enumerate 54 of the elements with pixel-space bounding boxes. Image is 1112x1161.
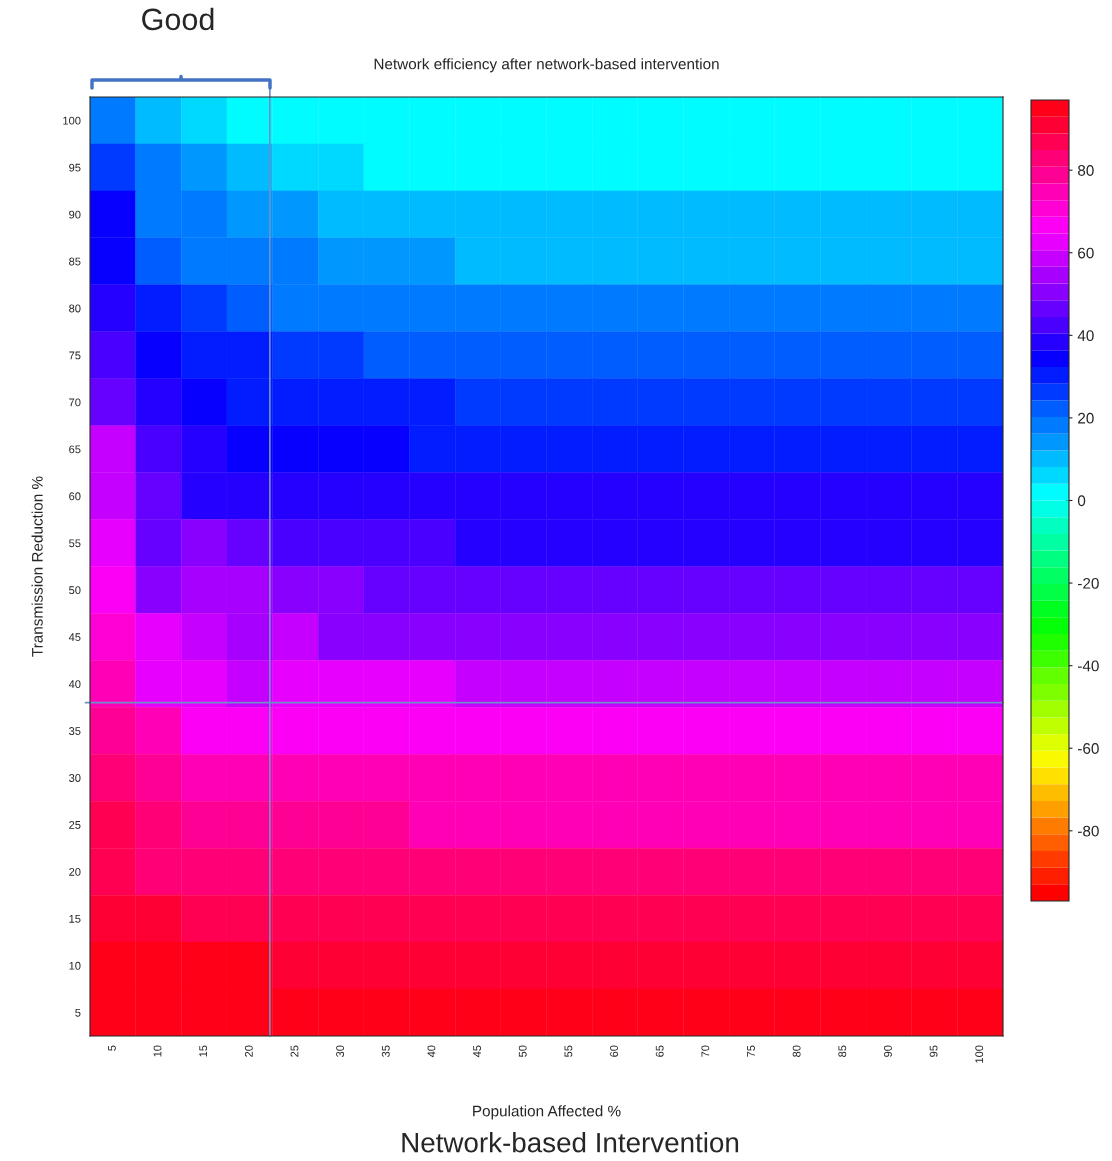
y-tick-label: 100 [63,116,81,125]
y-tick-label: 25 [69,820,81,829]
x-tick-label: 25 [290,1045,299,1057]
x-tick-label: 80 [792,1045,801,1057]
x-tick-label: 45 [473,1045,482,1058]
x-tick-label: 35 [381,1045,390,1057]
color-bar-label: 20 [1078,412,1094,424]
y-tick-label: 75 [69,351,81,360]
y-tick-label: 60 [69,492,81,501]
y-tick-label: 40 [68,680,81,689]
chart-title: Network efficiency after network-based intervention [374,58,719,73]
x-tick-label: 65 [655,1045,664,1057]
x-tick-label: 55 [564,1045,573,1057]
x-tick-label: 10 [153,1045,162,1057]
y-tick-label: 55 [69,539,81,548]
text: Network-based Intervention [402,1132,739,1153]
y-tick-label: 5 [75,1008,81,1017]
x-tick-label: 60 [610,1045,618,1057]
y-tick-label: 20 [69,867,81,876]
x-tick-label: 30 [336,1045,345,1057]
x-tick-label: 5 [108,1045,116,1051]
x-tick-label: 90 [883,1045,892,1057]
color-bar-label: 80 [1078,165,1094,176]
color-bar-label: 40 [1077,330,1094,342]
y-tick-label: 80 [69,304,81,313]
y-tick-label: 95 [69,163,81,172]
color-bar-label: -60 [1078,743,1099,754]
x-tick-label: 20 [244,1045,253,1057]
y-tick-label: 30 [69,774,81,782]
x-tick-label: 70 [701,1045,710,1057]
y-tick-label: 45 [68,633,81,642]
color-bar-label: -20 [1078,577,1099,589]
x-tick-label: 50 [518,1045,527,1057]
y-axis-title: Transmission Reduction % [31,476,43,657]
text: Good [142,7,214,31]
y-tick-label: 90 [69,210,81,219]
x-tick-label: 15 [199,1045,208,1057]
x-tick-label: 40 [427,1045,436,1058]
y-tick-label: 10 [69,961,81,970]
x-tick-label: 85 [838,1045,847,1057]
y-tick-label: 70 [69,398,81,407]
y-tick-label: 35 [69,727,81,735]
x-axis-title: Population Affected % [473,1105,621,1120]
x-tick-label: 95 [929,1045,938,1057]
x-tick-label: 75 [747,1045,755,1057]
y-tick-label: 65 [69,445,81,454]
color-bar-label: 60 [1078,247,1094,259]
y-tick-label: 50 [69,586,81,595]
x-tick-label: 100 [975,1045,984,1063]
y-tick-label: 85 [69,257,81,266]
y-tick-label: 15 [69,915,81,923]
color-bar-label: 0 [1077,495,1086,507]
color-bar-label: -40 [1078,660,1099,672]
color-bar-label: -80 [1078,825,1099,837]
